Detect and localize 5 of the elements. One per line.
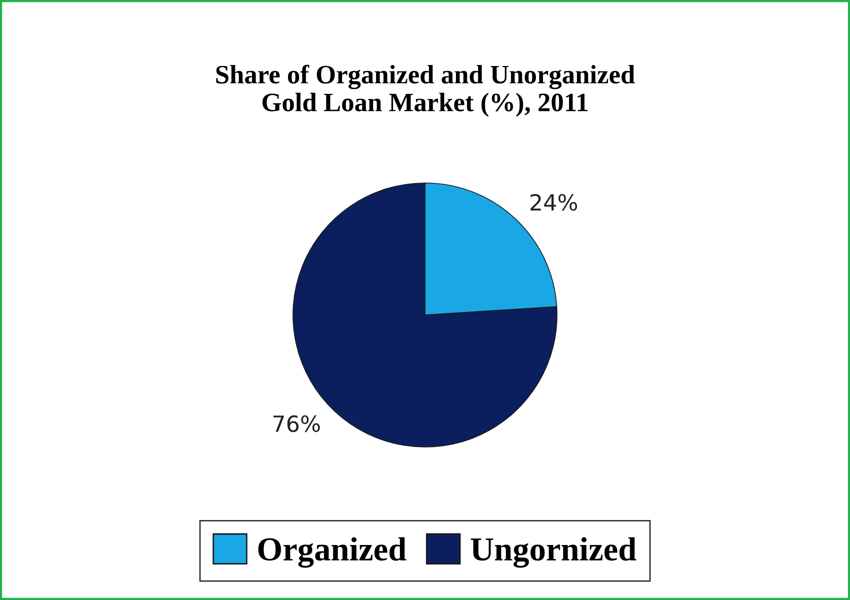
- legend-label: Organized: [258, 537, 406, 568]
- legend-label: Ungornized: [470, 537, 636, 568]
- chart-title: Share of Organized and Unorganized Gold Loan Market (%), 2011: [216, 64, 635, 117]
- data-label: 76%: [274, 415, 320, 432]
- data-label: 24%: [530, 194, 578, 211]
